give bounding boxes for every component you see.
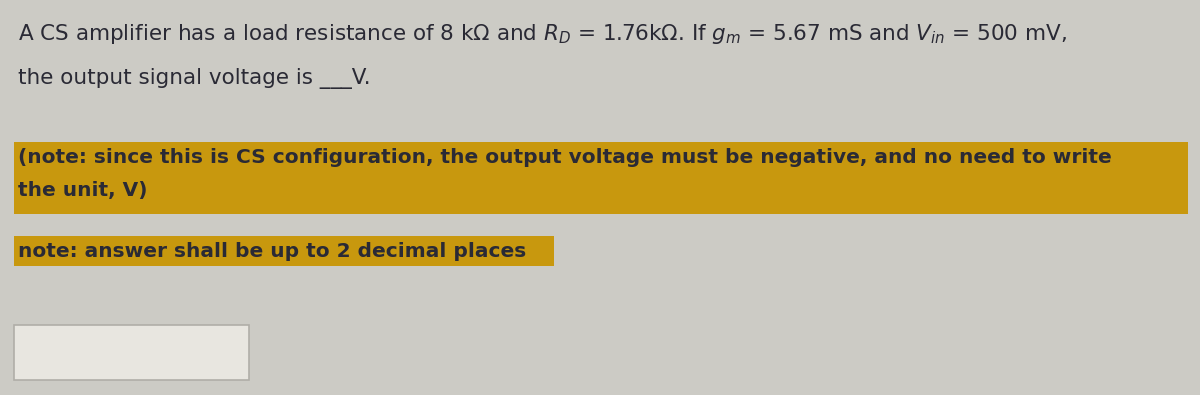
Bar: [14, 325, 250, 380]
Text: the unit, V): the unit, V): [18, 181, 148, 200]
Bar: [14, 142, 1188, 214]
Text: the output signal voltage is ___V.: the output signal voltage is ___V.: [18, 68, 371, 89]
Text: note: answer shall be up to 2 decimal places: note: answer shall be up to 2 decimal pl…: [18, 242, 527, 261]
Text: A CS amplifier has a load resistance of 8 k$\Omega$ and $R_D$ = 1.76k$\Omega$. I: A CS amplifier has a load resistance of …: [18, 22, 1067, 46]
Text: (note: since this is CS configuration, the output voltage must be negative, and : (note: since this is CS configuration, t…: [18, 148, 1111, 167]
Bar: [14, 236, 554, 266]
